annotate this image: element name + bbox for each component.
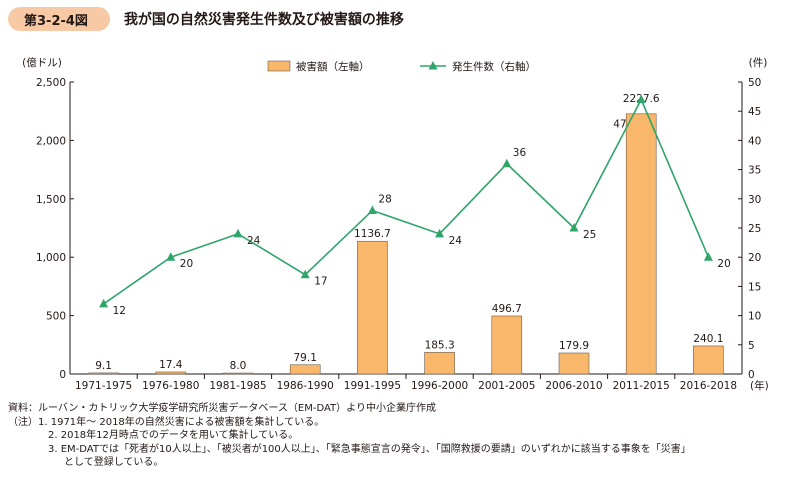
damage-bar-label: 240.1: [693, 333, 723, 345]
left-axis-tick-label: 2,000: [36, 135, 66, 147]
damage-bar: [558, 352, 590, 375]
count-marker-label: 24: [449, 235, 463, 247]
x-axis-tick-label: 2016-2018: [680, 380, 737, 392]
left-axis-tick-label: 1,500: [36, 194, 66, 206]
count-marker-label: 20: [717, 258, 730, 270]
damage-bar: [693, 345, 724, 375]
left-axis-tick-label: 0: [59, 369, 66, 381]
count-line: [103, 97, 710, 305]
figure-header: 第3-2-4図 我が国の自然災害発生件数及び被害額の推移: [8, 6, 404, 32]
x-axis-tick-label: 1976-1980: [142, 380, 199, 392]
damage-bar-label: 17.4: [159, 359, 183, 371]
damage-bar: [357, 240, 388, 375]
count-marker-label: 36: [513, 147, 527, 159]
damage-bar: [424, 352, 455, 375]
damage-bar-label: 1136.7: [354, 228, 391, 240]
damage-bar: [155, 371, 187, 375]
damage-bar-label: 185.3: [425, 339, 455, 351]
x-axis-tick-label: 2006-2010: [545, 380, 602, 392]
count-marker: [367, 205, 377, 214]
right-axis-tick-label: 5: [748, 340, 755, 352]
damage-bar-label: 9.1: [95, 360, 112, 372]
damage-bar: [491, 315, 523, 375]
x-axis-tick-label: 1991-1995: [344, 380, 401, 392]
note-2: 2. 2018年12月時点でのデータを用いて集計している。: [48, 430, 299, 441]
note-3: 3. EM-DATでは「死者が10人以上」、「被災者が100人以上」、「緊急事態…: [48, 443, 691, 455]
x-axis-tick-label: 1971-1975: [75, 380, 132, 392]
right-axis-tick-label: 50: [748, 77, 761, 89]
x-axis-tick-label: 1996-2000: [411, 380, 468, 392]
damage-bar: [222, 372, 254, 375]
count-marker-label: 47: [613, 119, 626, 131]
count-marker: [636, 94, 646, 104]
right-axis-tick-label: 30: [748, 194, 761, 206]
damage-bar: [88, 372, 119, 375]
right-axis-tick-label: 25: [748, 223, 761, 235]
figure-title: 我が国の自然災害発生件数及び被害額の推移: [123, 12, 404, 28]
right-axis-tick-label: 20: [748, 252, 761, 264]
count-marker: [233, 228, 243, 238]
chart-area: 0 500 1,000 1,500 2,000 2,500 0 5 10 15 20 25 30 35 40…: [22, 56, 769, 392]
legend-label-count: 発生件数（右軸）: [452, 60, 536, 73]
count-marker: [703, 252, 713, 261]
count-marker: [502, 158, 512, 168]
legend-marker-count: [428, 61, 438, 70]
right-axis-tick-label: 40: [748, 135, 761, 147]
right-axis-unit: (件): [749, 57, 768, 69]
count-marker: [300, 269, 310, 279]
count-marker: [435, 228, 445, 238]
note-1: （注）1. 1971年～ 2018年の自然災害による被害額を集計している。: [8, 416, 325, 428]
left-axis-unit: (億ドル): [22, 56, 62, 69]
x-axis-tick-label: 1986-1990: [277, 380, 334, 392]
damage-bar-label: 8.0: [230, 360, 247, 372]
right-axis-tick-label: 35: [748, 165, 761, 177]
legend-label-damage: 被害額（左軸）: [296, 60, 370, 73]
right-axis-tick-label: 10: [748, 311, 761, 323]
damage-bar-label: 179.9: [559, 340, 589, 352]
right-axis-tick-label: 45: [748, 106, 761, 118]
count-marker: [569, 223, 579, 232]
x-axis-tick-label: 1981-1985: [209, 380, 266, 392]
left-axis-tick-label: 500: [46, 311, 66, 323]
figure-number-badge: 第3-2-4図: [8, 7, 110, 31]
count-marker: [99, 298, 109, 308]
x-axis-tick-label: 2011-2015: [613, 380, 670, 392]
damage-bar: [625, 113, 657, 375]
right-axis-tick-label: 15: [748, 281, 761, 293]
damage-bar: [289, 364, 321, 375]
count-marker-label: 12: [113, 305, 126, 317]
count-marker-label: 17: [314, 276, 327, 288]
count-marker-label: 28: [378, 193, 391, 205]
x-axis-suffix: (年): [750, 379, 769, 392]
x-axis-tick-label: 2001-2005: [478, 380, 535, 392]
damage-bar-label: 496.7: [492, 303, 522, 315]
count-marker-label: 24: [247, 235, 261, 247]
legend-swatch-damage: [267, 60, 291, 72]
count-marker: [166, 252, 176, 261]
source-note: 資料：ルーバン・カトリック大学疫学研究所災害データベース（EM-DAT）より中小…: [8, 403, 436, 414]
notes-block: 資料：ルーバン・カトリック大学疫学研究所災害データベース（EM-DAT）より中小…: [8, 402, 691, 470]
count-marker-label: 20: [180, 258, 193, 270]
count-marker-label: 25: [583, 229, 596, 241]
damage-bar-label: 79.1: [294, 352, 317, 364]
left-axis-tick-label: 1,000: [36, 252, 66, 264]
right-axis-tick-label: 0: [748, 369, 755, 381]
left-axis-tick-label: 2,500: [36, 77, 66, 89]
note-4: として登録している。: [64, 457, 164, 468]
